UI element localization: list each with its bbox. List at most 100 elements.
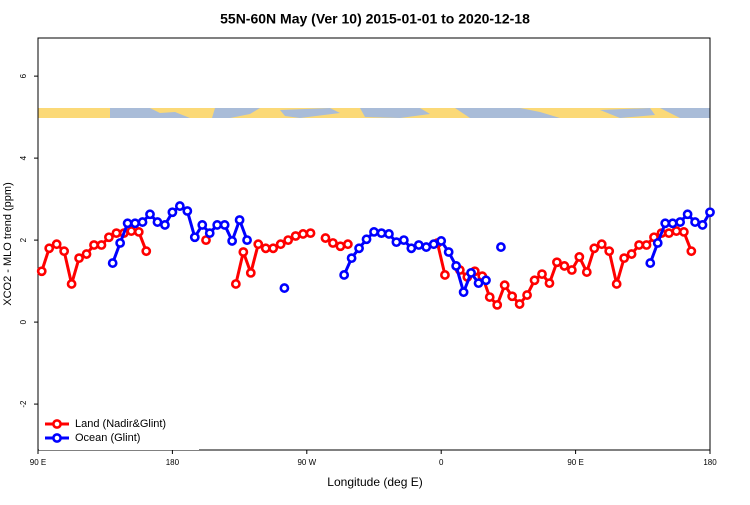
data-point [369,227,379,237]
data-point [268,243,279,254]
data-point [537,269,547,280]
data-point [238,247,249,257]
data-point [675,217,686,227]
x-tick-label: 90 E [30,458,46,467]
data-point [74,253,84,264]
data-point [406,243,417,254]
data-point [335,241,346,252]
data-point [514,299,525,309]
data-point [391,237,402,248]
data-point [260,243,271,254]
data-point [283,235,294,246]
data-point [51,239,62,250]
data-point [130,218,140,229]
data-point [496,242,506,252]
data-point [182,206,193,216]
data-point [574,252,585,262]
x-tick-label: 90 W [297,458,316,467]
data-point [611,279,622,289]
data-point [145,209,155,220]
data-point [641,240,652,250]
data-point [507,291,518,302]
data-point [160,220,170,230]
data-point [481,275,491,286]
data-point [104,232,114,243]
data-point [174,201,185,211]
data-point [664,228,674,239]
data-point [204,228,215,239]
chart-title: 55N-60N May (Ver 10) 2015-01-01 to 2020-… [220,11,530,27]
y-tick-label: 6 [19,73,28,78]
data-point [253,239,264,250]
legend-marker [52,433,62,443]
data-point [122,218,133,229]
data-point [436,236,447,246]
data-point [275,239,286,250]
data-point [690,217,700,227]
legend-marker [52,419,62,429]
data-point [36,266,47,277]
data-point [566,265,577,275]
legend: Land (Nadir&Glint) Ocean (Glint) [39,414,199,450]
data-point [619,253,630,264]
data-point [96,240,107,250]
data-point [111,228,122,239]
data-point [697,220,708,230]
data-point [652,238,663,248]
data-point [376,228,387,239]
data-point [339,270,350,280]
data-point [234,215,245,225]
data-point [440,270,450,280]
data-point [89,240,99,250]
data-point [197,220,208,230]
data-point [678,227,689,237]
data-point [227,236,238,246]
data-point [596,239,607,250]
data-point [245,268,256,278]
data-point [499,280,510,291]
data-point [219,220,230,230]
data-point [346,253,357,264]
data-point [137,217,148,227]
data-point [279,283,290,293]
x-axis-label: Longitude (deg E) [327,475,422,489]
map-strip [38,108,710,118]
data-point [686,246,697,257]
data-point [645,258,656,268]
y-axis-label: XCO2 - MLO trend (ppm) [2,182,14,305]
data-point [66,279,77,289]
data-point [133,227,144,237]
legend-box [39,414,199,450]
data-point [115,238,126,248]
data-point [201,235,211,246]
data-point [81,249,92,259]
data-point [413,240,424,250]
data-point [492,299,503,310]
data-point [705,207,715,218]
data-point [44,243,55,254]
data-point [141,246,152,257]
data-point [298,229,308,239]
data-point [660,218,671,229]
x-tick-label: 180 [703,458,717,467]
y-tick-label: -2 [19,400,28,408]
data-point [398,235,409,246]
data-point [328,238,338,248]
x-tick-label: 180 [166,458,180,467]
data-point [384,229,394,239]
data-point [428,239,439,250]
map-water [110,108,710,118]
data-point [529,275,540,286]
data-point [443,247,454,257]
data-point [451,261,462,271]
data-point [421,242,432,252]
y-tick-label: 2 [19,237,28,242]
data-point [126,226,137,236]
data-point [59,246,70,257]
y-tick-label: 0 [19,319,28,324]
data-point [667,218,678,229]
x-tick-label: 0 [439,458,444,467]
data-point [604,246,615,257]
x-tick-label: 90 E [567,458,583,467]
